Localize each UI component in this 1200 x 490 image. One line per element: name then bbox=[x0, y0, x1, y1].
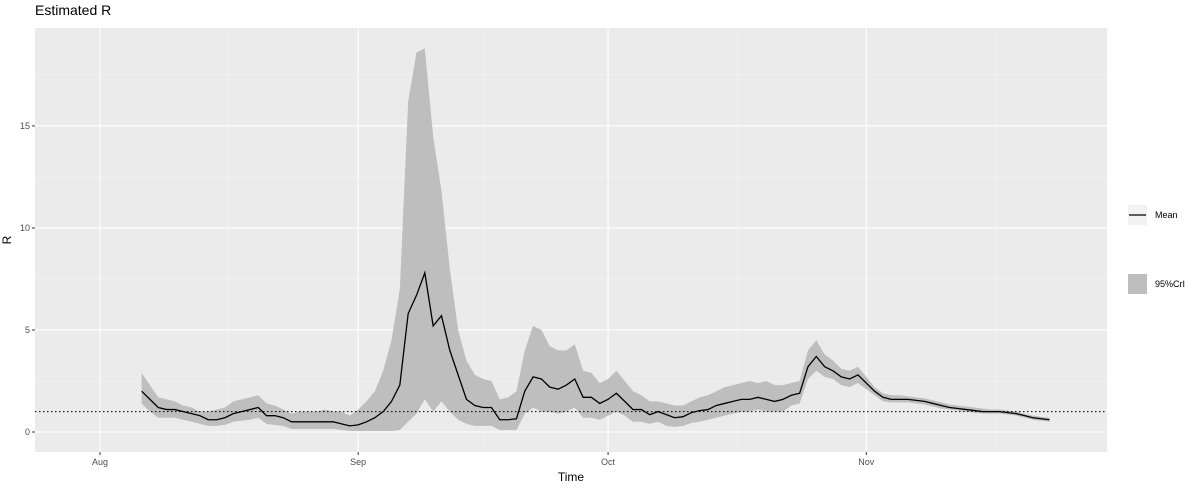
legend-label: 95%CrI bbox=[1155, 279, 1185, 289]
y-tick-label: 15 bbox=[20, 121, 30, 131]
y-axis-title: R bbox=[0, 235, 14, 244]
x-axis-title: Time bbox=[558, 470, 585, 484]
x-tick-label: Nov bbox=[858, 457, 875, 467]
y-tick-label: 10 bbox=[20, 223, 30, 233]
chart-title: Estimated R bbox=[35, 2, 111, 18]
mean-line bbox=[141, 270, 1050, 427]
x-tick-label: Aug bbox=[92, 457, 108, 467]
legend-label: Mean bbox=[1155, 210, 1178, 220]
x-tick-label: Oct bbox=[601, 457, 616, 467]
x-tick-label: Sep bbox=[350, 457, 366, 467]
y-tick-label: 0 bbox=[25, 427, 30, 437]
legend-key bbox=[1128, 274, 1147, 294]
y-tick-label: 5 bbox=[25, 325, 30, 335]
